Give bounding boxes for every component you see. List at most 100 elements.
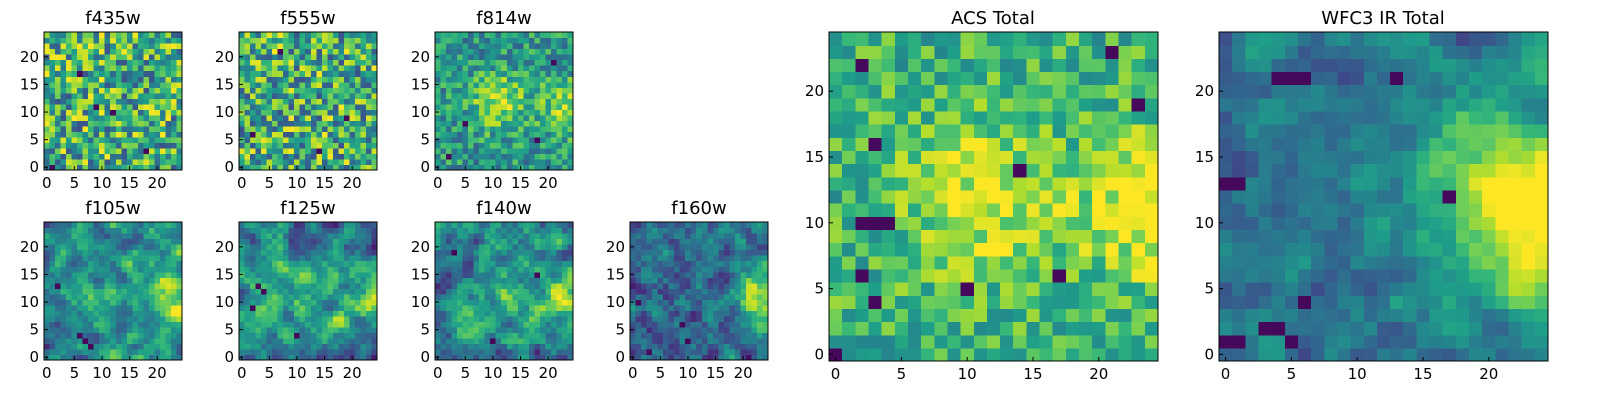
heatmap-cell (484, 153, 491, 160)
heatmap-cell (266, 255, 273, 262)
heatmap-cell (539, 103, 546, 110)
heatmap-cell (93, 282, 100, 289)
heatmap-cell (110, 54, 117, 61)
heatmap-cell (490, 54, 497, 61)
heatmap-cell (712, 304, 719, 311)
heatmap-cell (534, 65, 541, 72)
heatmap-cell (501, 153, 508, 160)
heatmap-cell (49, 114, 56, 121)
heatmap-cell (881, 268, 896, 283)
heatmap-cell (718, 277, 725, 284)
heatmap-cell (255, 255, 262, 262)
heatmap-cell (723, 277, 730, 284)
heatmap-cell (484, 87, 491, 94)
heatmap-cell (561, 277, 569, 284)
heatmap-cell (170, 244, 178, 251)
heatmap-cell (495, 54, 502, 61)
heatmap-cell (126, 266, 133, 273)
heatmap-cell (462, 249, 469, 256)
heatmap-cell (550, 299, 558, 306)
heatmap-cell (110, 76, 117, 83)
heatmap-cell (462, 293, 469, 300)
heatmap-cell (1052, 268, 1067, 283)
heatmap-cell (635, 282, 642, 289)
heatmap-cell (305, 282, 312, 289)
heatmap-cell (635, 233, 642, 240)
heatmap-cell (556, 293, 563, 300)
heatmap-cell (154, 125, 161, 132)
heatmap-cell (545, 310, 552, 317)
y-tick-label: 0 (420, 158, 430, 176)
heatmap-cell (299, 70, 306, 77)
x-tick-label: 10 (483, 174, 502, 192)
heatmap-cell (528, 87, 535, 94)
heatmap-cell (451, 354, 458, 361)
heatmap-cell (842, 110, 856, 125)
heatmap-cell (115, 153, 122, 160)
heatmap-cell (93, 59, 100, 66)
heatmap-cell (539, 81, 546, 88)
heatmap-cell (299, 310, 306, 317)
heatmap-cell (143, 54, 150, 61)
heatmap-cell (751, 238, 758, 245)
heatmap-cell (685, 288, 692, 295)
heatmap-cell (701, 238, 708, 245)
heatmap-cell (663, 277, 670, 284)
heatmap-cell (528, 321, 535, 328)
heatmap-cell (283, 277, 290, 284)
heatmap-cell (523, 109, 530, 116)
heatmap-cell (512, 114, 519, 121)
heatmap-cell (762, 304, 769, 311)
heatmap-cell (986, 203, 1001, 217)
heatmap-cell (907, 295, 922, 309)
heatmap-cell (327, 76, 334, 83)
heatmap-cell (60, 321, 67, 328)
heatmap-cell (745, 277, 753, 284)
heatmap-cell (506, 114, 513, 121)
heatmap-cell (60, 103, 67, 110)
heatmap-cell (462, 310, 469, 317)
heatmap-cell (316, 337, 323, 345)
heatmap-cell (294, 43, 301, 50)
heatmap-cell (365, 164, 373, 171)
heatmap-cell (82, 65, 89, 72)
heatmap-cell (545, 271, 552, 278)
heatmap-cell (299, 332, 306, 339)
heatmap-cell (668, 282, 675, 289)
heatmap-cell (545, 87, 552, 94)
heatmap-cell (272, 147, 279, 155)
heatmap-cell (55, 260, 62, 267)
heatmap-cell (1052, 163, 1067, 178)
heatmap-cell (855, 163, 870, 178)
heatmap-cell (294, 114, 301, 121)
y-tick-label: 20 (606, 238, 625, 256)
heatmap-cell (545, 48, 552, 55)
heatmap-cell (99, 54, 106, 61)
heatmap-cell (371, 153, 378, 160)
heatmap-cell (71, 271, 78, 278)
heatmap-cell (143, 299, 150, 306)
heatmap-cell (255, 343, 262, 350)
heatmap-cell (316, 164, 323, 171)
heatmap-cell (745, 315, 753, 322)
heatmap-cell (435, 92, 442, 99)
heatmap-cell (371, 222, 378, 229)
y-tick-label: 10 (20, 103, 39, 121)
x-tick-label: 20 (539, 364, 558, 382)
heatmap-cell (506, 164, 513, 171)
heatmap-cell (523, 125, 530, 132)
heatmap-cell (641, 266, 648, 273)
heatmap-cell (126, 293, 133, 300)
heatmap-cell (55, 153, 62, 160)
heatmap-cell (701, 348, 708, 356)
heatmap-cell (457, 147, 464, 155)
heatmap-cell (261, 249, 268, 256)
heatmap-cell (718, 288, 725, 295)
heatmap-cell (354, 103, 362, 110)
heatmap-cell (60, 158, 67, 166)
heatmap-cell (842, 282, 856, 296)
heatmap-cell (159, 315, 167, 322)
heatmap-cell (641, 321, 648, 328)
heatmap-cell (244, 103, 251, 110)
heatmap-cell (82, 114, 89, 121)
